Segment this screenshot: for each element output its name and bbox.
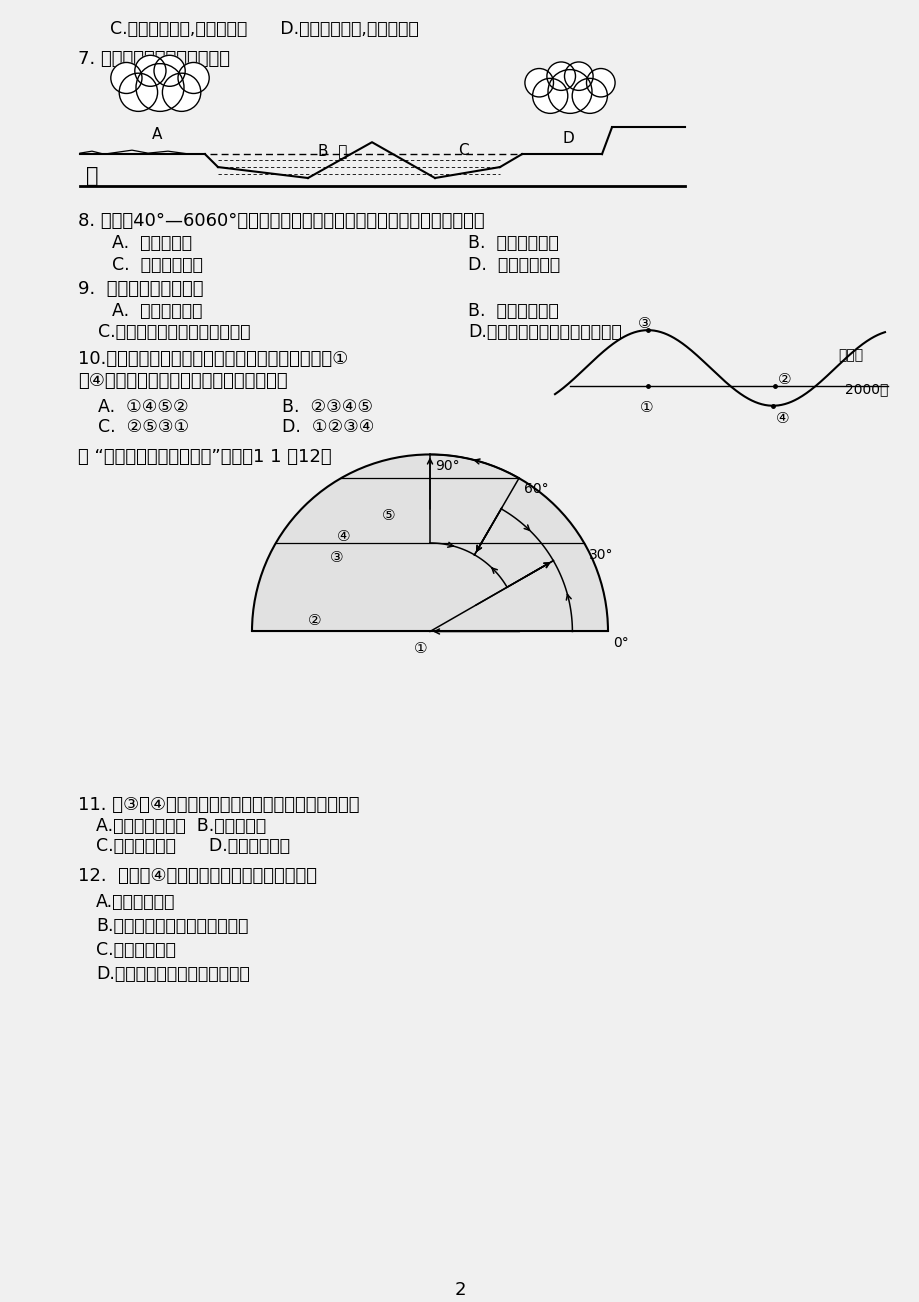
Text: 等压面: 等压面 bbox=[837, 348, 862, 362]
Text: B  海: B 海 bbox=[318, 143, 347, 159]
Text: C.热带草原气候      D.热带沙漠气候: C.热带草原气候 D.热带沙漠气候 bbox=[96, 837, 289, 855]
Text: ②: ② bbox=[308, 612, 322, 628]
Text: A.  全年高温多雨: A. 全年高温多雨 bbox=[112, 302, 202, 320]
Text: B.  热带雨林气候: B. 热带雨林气候 bbox=[468, 233, 558, 251]
Text: 11. 受③、④气压带、风带交替控制形成的气候类型是: 11. 受③、④气压带、风带交替控制形成的气候类型是 bbox=[78, 796, 359, 814]
Circle shape bbox=[163, 73, 200, 112]
Circle shape bbox=[548, 69, 591, 113]
Text: 7. 图中四地昼夜温差最小的是: 7. 图中四地昼夜温差最小的是 bbox=[78, 49, 230, 68]
Circle shape bbox=[525, 69, 553, 96]
Circle shape bbox=[532, 78, 567, 113]
Text: 12.  常年受④风带控制形成气候的基本特征是: 12. 常年受④风带控制形成气候的基本特征是 bbox=[78, 867, 317, 885]
Text: D.冬季寒冷干燥，夏季温和多雨: D.冬季寒冷干燥，夏季温和多雨 bbox=[96, 965, 249, 983]
Text: D: D bbox=[562, 132, 574, 146]
Circle shape bbox=[586, 69, 615, 96]
Text: 60°: 60° bbox=[524, 482, 548, 496]
Circle shape bbox=[153, 55, 185, 86]
Text: ④: ④ bbox=[336, 529, 350, 544]
Text: B.  全年干燥少雨: B. 全年干燥少雨 bbox=[468, 302, 558, 320]
Text: ③: ③ bbox=[637, 316, 651, 331]
Text: C.  ②⑤③①: C. ②⑤③① bbox=[98, 418, 189, 436]
Text: A.  地中海气候: A. 地中海气候 bbox=[112, 233, 192, 251]
Text: A.亚热带季风气候  B.地中海气候: A.亚热带季风气候 B.地中海气候 bbox=[96, 818, 266, 836]
Text: C.夏季炎热少雨，冬季温和多雨: C.夏季炎热少雨，冬季温和多雨 bbox=[98, 323, 250, 341]
Text: 0°: 0° bbox=[612, 637, 628, 651]
Text: 8. 南北纬40°—6060°之间大陆西岸的地区，全年受中纬西风带控制，形成: 8. 南北纬40°—6060°之间大陆西岸的地区，全年受中纬西风带控制，形成 bbox=[78, 212, 484, 230]
Text: 10.右图为热力作用形成的等压面分布示意图，图中①: 10.右图为热力作用形成的等压面分布示意图，图中① bbox=[78, 350, 348, 368]
Text: ④: ④ bbox=[776, 410, 789, 426]
Circle shape bbox=[564, 62, 593, 90]
Text: A.全年高温多雨: A.全年高温多雨 bbox=[96, 893, 176, 911]
Text: 9.  地中海气候的特点是: 9. 地中海气候的特点是 bbox=[78, 280, 203, 298]
Text: 至④点的气压，由高到低排列顺序正确的是: 至④点的气压，由高到低排列顺序正确的是 bbox=[78, 372, 288, 389]
Circle shape bbox=[177, 62, 209, 94]
Text: A.  ①④⑤②: A. ①④⑤② bbox=[98, 398, 188, 415]
Text: D.  热带沙漠气候: D. 热带沙漠气候 bbox=[468, 255, 560, 273]
Circle shape bbox=[110, 62, 142, 94]
Text: ③: ③ bbox=[330, 549, 344, 565]
Text: B.  ②③④⑤: B. ②③④⑤ bbox=[282, 398, 372, 415]
Text: 读 “北半球大气环流示意图”，完成1 1 ～12题: 读 “北半球大气环流示意图”，完成1 1 ～12题 bbox=[78, 448, 331, 466]
Polygon shape bbox=[252, 454, 607, 631]
Text: A: A bbox=[152, 128, 162, 142]
Text: D.夏季高温多雨，冬季寒冷干燥: D.夏季高温多雨，冬季寒冷干燥 bbox=[468, 323, 621, 341]
Text: ①: ① bbox=[639, 400, 652, 415]
Circle shape bbox=[135, 55, 165, 86]
Circle shape bbox=[136, 64, 184, 112]
Text: C.全年温和多雨: C.全年温和多雨 bbox=[96, 941, 176, 958]
Text: B.夏季寒冷干燥，冬季温和多雨: B.夏季寒冷干燥，冬季温和多雨 bbox=[96, 917, 248, 935]
Text: 陆: 陆 bbox=[85, 167, 98, 186]
Text: ①: ① bbox=[414, 642, 427, 656]
Text: 90°: 90° bbox=[435, 460, 460, 474]
Text: C: C bbox=[458, 143, 468, 159]
Text: ②: ② bbox=[777, 372, 790, 387]
Text: C.空气中水汽少,地表降温慢      D.大气逆辐射弱,地表降温快: C.空气中水汽少,地表降温慢 D.大气逆辐射弱,地表降温快 bbox=[110, 20, 418, 38]
Text: ⑤: ⑤ bbox=[381, 508, 395, 523]
Text: 2000米: 2000米 bbox=[844, 381, 888, 396]
Text: 2: 2 bbox=[454, 1281, 465, 1299]
Circle shape bbox=[119, 73, 157, 112]
Text: 30°: 30° bbox=[588, 548, 613, 562]
Text: D.  ①②③④: D. ①②③④ bbox=[282, 418, 374, 436]
Circle shape bbox=[546, 62, 575, 90]
Circle shape bbox=[572, 78, 607, 113]
Text: C.  温带海洋气候: C. 温带海洋气候 bbox=[112, 255, 203, 273]
